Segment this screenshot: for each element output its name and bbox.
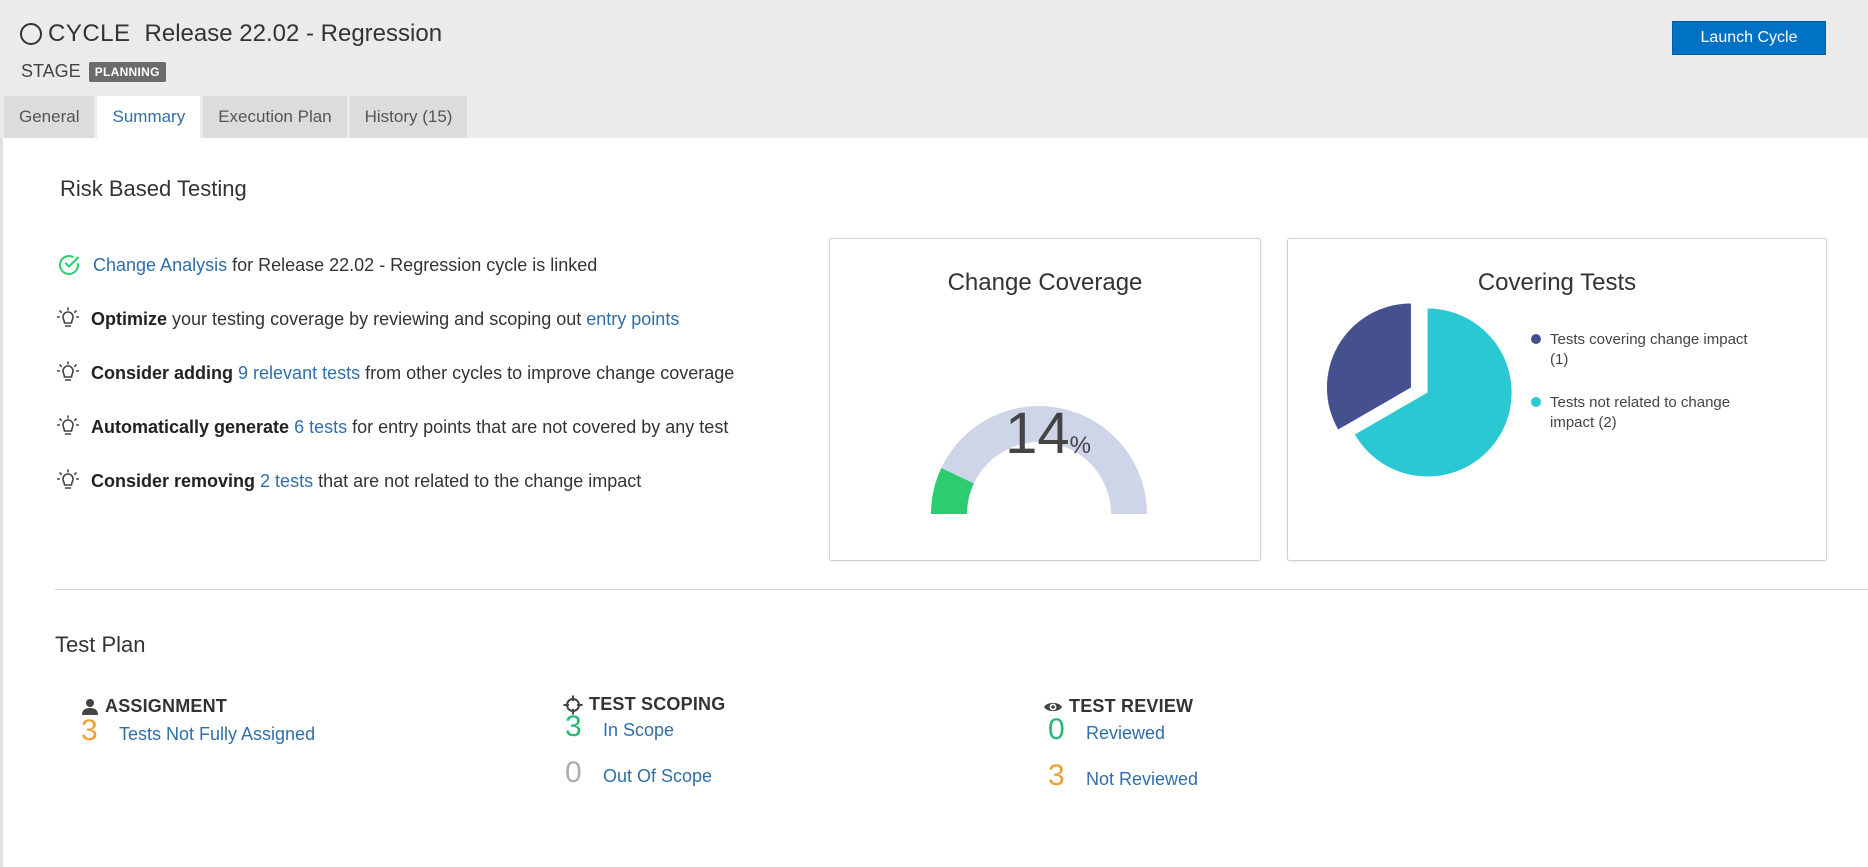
covering-tests-pie: [1326, 303, 1541, 477]
assignment-title: ASSIGNMENT: [105, 696, 228, 716]
rec-optimize: Optimize your testing coverage by review…: [57, 292, 734, 346]
crosshair-icon: [563, 695, 583, 714]
rec-text: your testing coverage by reviewing and s…: [167, 308, 587, 329]
legend-label-covering: Tests covering change impact (1): [1550, 331, 1748, 368]
metric-value: 3: [1048, 759, 1065, 792]
assignment-section: ASSIGNMENT: [81, 696, 227, 717]
test-plan-title: Test Plan: [55, 632, 146, 657]
rec-consider-adding: Consider adding 9 relevant tests from ot…: [57, 346, 734, 400]
rec-text: for Release 22.02 - Regression cycle is …: [227, 254, 598, 275]
lightbulb-icon: [57, 469, 79, 489]
rec-text: that are not related to the change impac…: [313, 470, 642, 491]
rec-bold: Consider removing: [91, 470, 256, 491]
covering-tests-title: Covering Tests: [1477, 269, 1637, 296]
risk-section-title: Risk Based Testing: [60, 176, 247, 201]
change-coverage-title: Change Coverage: [947, 269, 1143, 296]
gauge-track: [941, 406, 1147, 514]
metric-link[interactable]: Tests Not Fully Assigned: [119, 724, 316, 744]
rec-bold: Consider adding: [91, 362, 234, 383]
check-circle-icon: [59, 255, 79, 275]
test-review-heading: TEST REVIEW: [1043, 696, 1193, 717]
metric-link[interactable]: In Scope: [603, 720, 675, 740]
recommendation-list: Change Analysis for Release 22.02 - Regr…: [57, 238, 734, 508]
tab-bar: General Summary Execution Plan History (…: [4, 96, 470, 138]
cycle-header: CYCLE Release 22.02 - Regression STAGE P…: [0, 0, 1868, 138]
cycle-type-label: CYCLE: [48, 20, 131, 47]
tab-summary[interactable]: Summary: [97, 96, 201, 138]
test-scoping-title: TEST SCOPING: [589, 694, 726, 714]
metric-in-scope[interactable]: 3 In Scope: [565, 710, 674, 744]
lightbulb-icon: [57, 307, 79, 327]
coverage-gauge: 14%: [931, 401, 1147, 514]
legend-dot-covering: [1531, 334, 1541, 344]
lightbulb-icon: [57, 415, 79, 435]
section-divider: [55, 589, 1868, 590]
metric-value: 3: [81, 714, 98, 747]
change-analysis-link[interactable]: Change Analysis: [93, 254, 228, 275]
metric-not-fully-assigned[interactable]: 3 Tests Not Fully Assigned: [81, 714, 315, 748]
coverage-unit: %: [1070, 432, 1091, 459]
remove-tests-link[interactable]: 2 tests: [260, 470, 314, 491]
legend-dot-not-related: [1531, 397, 1541, 407]
test-review-title: TEST REVIEW: [1069, 696, 1194, 716]
rec-auto-generate: Automatically generate 6 tests for entry…: [57, 400, 734, 454]
stage-label: STAGE: [21, 61, 81, 81]
test-review-section: TEST REVIEW: [1043, 696, 1193, 717]
rec-bold: Automatically generate: [91, 416, 290, 437]
legend-label-not-related: Tests not related to change impact (2): [1550, 394, 1731, 431]
assignment-heading: ASSIGNMENT: [81, 696, 227, 717]
test-scoping-heading: TEST SCOPING: [563, 694, 725, 715]
rec-text: for entry points that are not covered by…: [347, 416, 729, 437]
covering-tests-card: Covering Tests Tests covering change imp…: [1287, 238, 1827, 561]
coverage-value: 14: [1005, 401, 1070, 466]
cycle-status-icon: [20, 23, 42, 45]
test-scoping-section: TEST SCOPING: [563, 694, 725, 715]
tab-general[interactable]: General: [4, 96, 95, 138]
eye-icon: [1044, 702, 1062, 711]
rec-bold: Optimize: [91, 308, 168, 329]
stage-row: STAGE PLANNING: [21, 61, 166, 82]
coverage-percent: 14%: [1005, 401, 1091, 466]
change-coverage-card: Change Coverage 14%: [829, 238, 1261, 561]
tab-history[interactable]: History (15): [349, 96, 468, 138]
metric-link[interactable]: Not Reviewed: [1086, 769, 1199, 789]
rec-text: from other cycles to improve change cove…: [360, 362, 735, 383]
pie-slice-not-related: [1354, 308, 1512, 477]
cycle-name: Release 22.02 - Regression: [144, 20, 443, 47]
metric-link[interactable]: Reviewed: [1086, 723, 1166, 743]
entry-points-link[interactable]: entry points: [586, 308, 680, 329]
metric-out-of-scope[interactable]: 0 Out Of Scope: [565, 756, 712, 790]
launch-cycle-button[interactable]: Launch Cycle: [1672, 21, 1826, 55]
metric-value: 0: [1048, 713, 1065, 746]
metric-reviewed[interactable]: 0 Reviewed: [1048, 713, 1165, 747]
summary-panel: Risk Based Testing Change Analysis for R…: [0, 138, 1868, 867]
relevant-tests-link[interactable]: 9 relevant tests: [238, 362, 361, 383]
stage-badge: PLANNING: [88, 61, 166, 82]
cycle-title: CYCLE Release 22.02 - Regression: [20, 20, 442, 48]
metric-link[interactable]: Out Of Scope: [603, 766, 713, 786]
user-icon: [82, 698, 98, 715]
metric-value: 0: [565, 756, 582, 789]
pie-slice-covering: [1326, 303, 1411, 430]
tab-execution-plan[interactable]: Execution Plan: [203, 96, 347, 138]
rec-change-analysis: Change Analysis for Release 22.02 - Regr…: [57, 238, 734, 292]
metric-value: 3: [565, 710, 582, 743]
lightbulb-icon: [57, 361, 79, 381]
gauge-fill: [931, 468, 974, 514]
metric-not-reviewed[interactable]: 3 Not Reviewed: [1048, 759, 1198, 793]
generate-tests-link[interactable]: 6 tests: [294, 416, 348, 437]
rec-consider-removing: Consider removing 2 tests that are not r…: [57, 454, 734, 508]
